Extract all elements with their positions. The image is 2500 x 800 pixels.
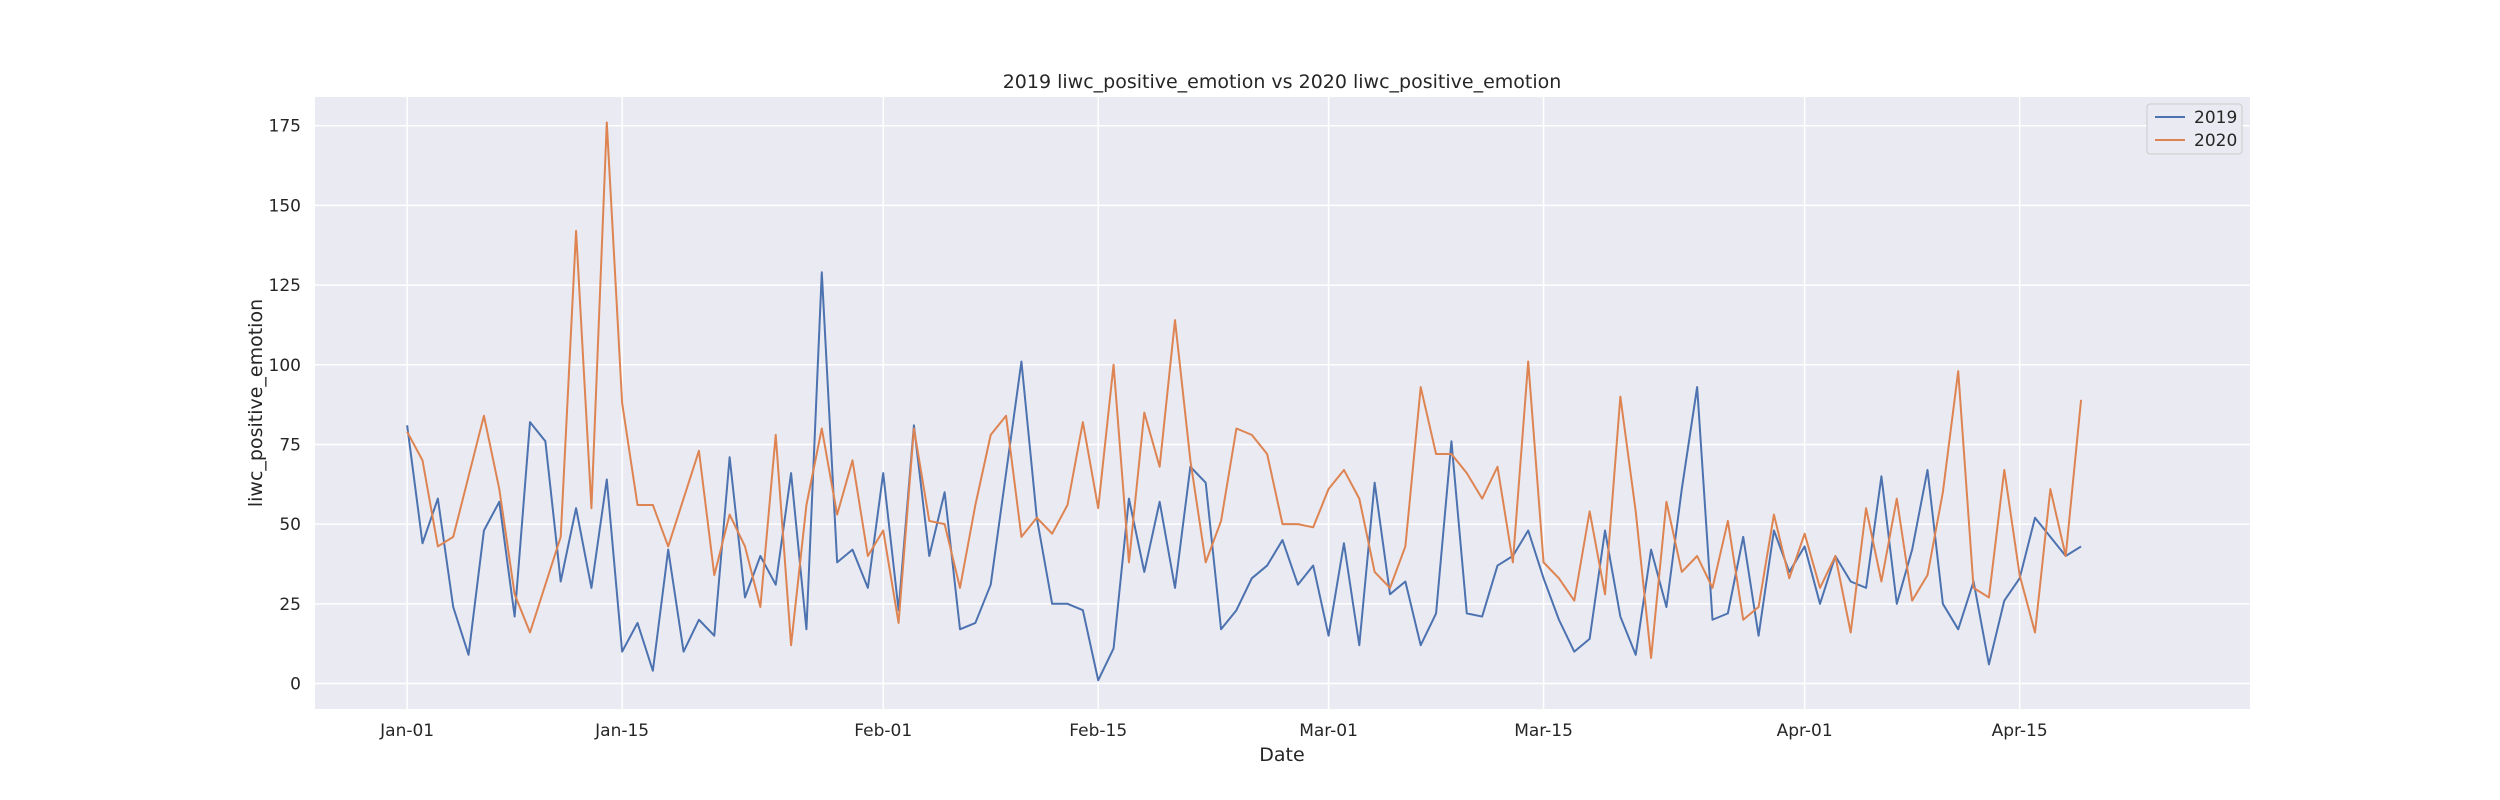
plot-area-background: [315, 97, 2250, 709]
y-axis-label: liwc_positive_emotion: [245, 299, 267, 507]
y-tick-label: 0: [290, 675, 301, 695]
y-tick-label: 175: [269, 117, 301, 137]
x-tick-label: Feb-15: [1069, 721, 1127, 741]
y-tick-label: 125: [269, 276, 301, 296]
y-tick-label: 50: [279, 515, 301, 535]
x-tick-label: Jan-01: [379, 721, 434, 741]
legend: 2019 2020: [2146, 103, 2243, 155]
y-tick-label: 25: [279, 595, 301, 615]
y-tick-label: 150: [269, 196, 301, 216]
x-axis-label: Date: [1259, 744, 1304, 766]
series-line-2019: [406, 271, 2082, 682]
x-tick-label: Apr-01: [1777, 721, 1833, 741]
x-tick-label: Jan-15: [594, 721, 649, 741]
x-tick-label: Mar-15: [1514, 721, 1573, 741]
series-line-2020: [406, 121, 2083, 659]
x-tick-label: Mar-01: [1299, 721, 1358, 741]
x-tick-label: Feb-01: [854, 721, 912, 741]
x-tick-label: Apr-15: [1992, 721, 2048, 741]
legend-label-2020: 2020: [2194, 131, 2237, 151]
y-tick-label: 100: [269, 356, 301, 376]
x-tick-labels: Jan-01 Jan-15 Feb-01 Feb-15 Mar-01 Mar-15 Apr-…: [379, 721, 2048, 741]
chart-title: 2019 liwc_positive_emotion vs 2020 liwc_…: [1003, 71, 1562, 93]
series-lines: [406, 121, 2083, 682]
legend-label-2019: 2019: [2194, 108, 2237, 128]
y-tick-label: 75: [279, 435, 301, 455]
y-tick-labels: 0 25 50 75 100 125 150 175: [269, 117, 301, 695]
